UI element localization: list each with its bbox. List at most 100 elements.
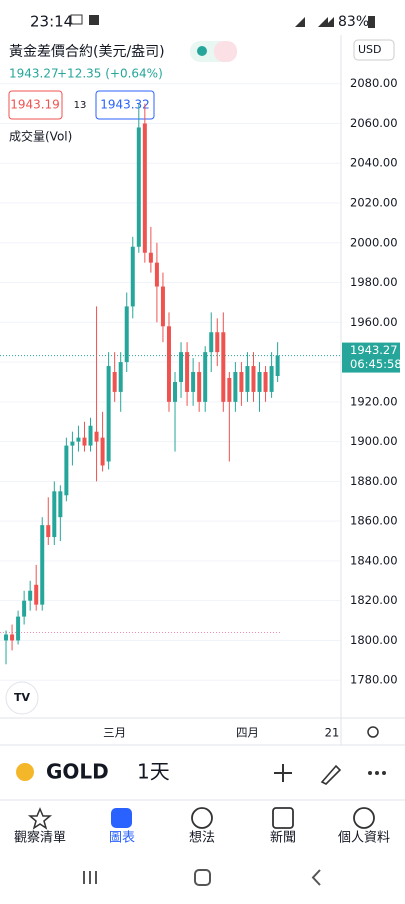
sys-back[interactable] — [311, 869, 321, 886]
nav-label[interactable]: 新聞 — [270, 830, 296, 846]
toolbar-symbol[interactable]: GOLD — [46, 760, 109, 784]
y-tick-label: 2080.00 — [350, 76, 398, 90]
y-tick-label: 2040.00 — [350, 156, 398, 170]
y-tick-label: 2020.00 — [350, 196, 398, 210]
candle-body — [88, 425, 93, 446]
candle-body — [22, 600, 27, 617]
change: +12.35 (+0.64%) — [57, 67, 163, 81]
icon — [89, 15, 99, 25]
battery: 83% — [338, 14, 369, 30]
candle-body — [185, 352, 190, 392]
nav-icon — [111, 808, 132, 828]
y-tick-label: 1960.00 — [350, 315, 398, 329]
x-tick-label: 四月 — [236, 726, 259, 740]
candle-body — [10, 634, 15, 641]
candle-body — [245, 366, 250, 392]
candle-body — [160, 286, 165, 327]
candle-body — [275, 355, 280, 376]
candle-body — [112, 372, 117, 392]
candle-body — [257, 372, 262, 392]
candle-body — [16, 616, 21, 641]
candle-body — [4, 634, 9, 641]
candle-body — [239, 372, 244, 392]
candle-body — [52, 491, 57, 538]
more[interactable] — [368, 771, 372, 775]
candle-body — [203, 352, 208, 402]
nav-label[interactable]: 觀察清單 — [14, 831, 66, 846]
add-button[interactable] — [274, 764, 292, 782]
nav-icon — [353, 807, 375, 829]
settings[interactable] — [367, 726, 379, 738]
candle-body — [118, 362, 123, 392]
candle-body — [58, 491, 63, 518]
candle-body — [215, 332, 220, 353]
candle-body — [263, 372, 268, 392]
candle-body — [173, 381, 178, 402]
symbol-title: 黃金差價合約(美元/盎司) — [9, 43, 165, 60]
signal — [295, 17, 334, 27]
candle-body — [179, 352, 184, 382]
nav-label[interactable]: 想法 — [189, 830, 215, 846]
bid: 1943.19 — [10, 98, 60, 112]
candle-body — [221, 332, 226, 402]
more — [382, 771, 386, 775]
candle-body — [64, 445, 69, 496]
logo-mark: TV — [14, 691, 31, 704]
icon — [70, 14, 83, 25]
candle-body — [136, 127, 141, 247]
price-badge-label: 1943.27 — [350, 343, 398, 357]
candle-body — [142, 123, 147, 253]
candle-body — [76, 437, 81, 442]
x-tick-label: 三月 — [103, 726, 126, 740]
clock: 23:14 — [30, 13, 73, 31]
nav-label[interactable]: 圖表 — [109, 831, 135, 846]
candle-body — [148, 252, 153, 263]
y-tick-label: 2000.00 — [350, 235, 398, 249]
y-tick-label: 1900.00 — [350, 434, 398, 448]
candle-body — [233, 372, 238, 402]
x-tick-label: 21 — [325, 726, 340, 740]
delay-icon — [214, 41, 237, 62]
sys-home[interactable] — [194, 869, 211, 886]
price: 1943.27 — [9, 67, 59, 81]
sys-recent[interactable] — [83, 871, 97, 884]
y-tick-label: 1880.00 — [350, 474, 398, 488]
more — [375, 771, 379, 775]
y-tick-label: 1840.00 — [350, 553, 398, 567]
bid-box[interactable] — [8, 90, 63, 120]
candle-body — [227, 377, 232, 402]
candle-body — [251, 366, 256, 392]
currency: USD — [358, 43, 382, 56]
candle-body — [70, 441, 75, 446]
ask-box[interactable] — [95, 90, 155, 120]
ask: 1943.32 — [100, 98, 150, 112]
candle-body — [100, 437, 105, 466]
y-tick-label: 2060.00 — [350, 116, 398, 130]
battery-icon — [368, 16, 375, 28]
candle-body — [34, 584, 39, 605]
chart: 1780.00 1800.00 1820.00 1840.00 1860.00 1880.… — [0, 76, 402, 740]
candle-body — [94, 431, 99, 442]
countdown: 06:45:58 — [350, 357, 402, 371]
nav-icon — [272, 807, 294, 829]
market-open — [197, 46, 207, 56]
candle-body — [191, 372, 196, 392]
draw-button[interactable] — [320, 764, 342, 785]
candle-body — [124, 306, 129, 363]
interval[interactable]: 1天 — [137, 760, 170, 784]
candle-body — [130, 246, 135, 307]
candle-body — [46, 525, 51, 538]
y-tick-label: 1820.00 — [350, 593, 398, 607]
candle-body — [82, 437, 87, 446]
spread: 13 — [74, 100, 87, 111]
candle-body — [28, 590, 33, 601]
logo[interactable] — [5, 681, 39, 715]
currency-button[interactable] — [353, 39, 395, 61]
candle-body — [40, 525, 45, 605]
candle-body — [269, 366, 274, 392]
nav-label[interactable]: 個人資料 — [338, 831, 390, 846]
y-tick-label: 1860.00 — [350, 514, 398, 528]
y-tick-label: 1800.00 — [350, 633, 398, 647]
